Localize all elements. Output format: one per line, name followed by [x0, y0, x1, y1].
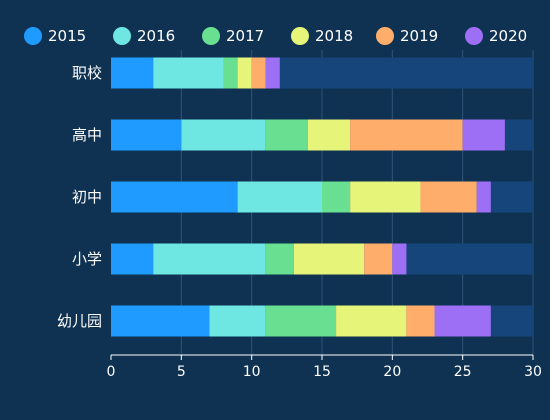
bar-segment-2017-3: [265, 243, 294, 275]
bar-segment-2016-2: [237, 181, 322, 213]
category-label: 职校: [72, 64, 102, 82]
bar-segment-2017-1: [265, 119, 308, 151]
bar-segment-2020-0: [265, 57, 280, 89]
bar-segment-2020-1: [462, 119, 505, 151]
bar-segment-2016-1: [181, 119, 266, 151]
bar-segment-2019-0: [251, 57, 266, 89]
legend-item-2020[interactable]: 2020: [465, 27, 527, 45]
legend-label: 2019: [400, 27, 438, 45]
legend-swatch: [202, 27, 220, 45]
bar-segment-2018-3: [293, 243, 365, 275]
bar-segment-2016-4: [209, 305, 266, 337]
bars: [111, 57, 505, 337]
legend-swatch: [24, 27, 42, 45]
legend-item-2017[interactable]: 2017: [202, 27, 264, 45]
bar-segment-2020-4: [434, 305, 491, 337]
bar-segment-2017-4: [265, 305, 337, 337]
bar-segment-2019-1: [350, 119, 463, 151]
x-tick-label: 25: [454, 364, 472, 380]
legend-swatch: [291, 27, 309, 45]
category-label: 高中: [72, 126, 102, 144]
bar-segment-2015-3: [111, 243, 154, 275]
x-tick-label: 10: [243, 364, 261, 380]
bar-segment-2019-4: [406, 305, 435, 337]
legend-item-2015[interactable]: 2015: [24, 27, 86, 45]
bar-segment-2016-0: [153, 57, 224, 89]
legend-swatch: [465, 27, 483, 45]
bar-segment-2020-2: [476, 181, 491, 213]
bar-segment-2018-2: [350, 181, 421, 213]
legend-item-2019[interactable]: 2019: [376, 27, 438, 45]
x-tick-label: 20: [383, 364, 401, 380]
x-tick-label: 0: [107, 364, 116, 380]
bar-segment-2018-1: [307, 119, 351, 151]
legend-label: 2016: [137, 27, 175, 45]
bar-segment-2017-2: [322, 181, 351, 213]
bar-segment-2015-4: [111, 305, 210, 337]
legend-label: 2018: [315, 27, 353, 45]
legend-swatch: [376, 27, 394, 45]
bar-segment-2015-2: [111, 181, 238, 213]
category-label: 小学: [72, 250, 102, 268]
bar-segment-2016-3: [153, 243, 266, 275]
legend[interactable]: 2015 2016 2017 2018 2019 2020: [24, 27, 527, 45]
legend-label: 2015: [48, 27, 86, 45]
legend-label: 2020: [489, 27, 527, 45]
x-tick-label: 5: [177, 364, 186, 380]
bar-segment-2020-3: [392, 243, 407, 275]
x-axis: 0 5 10 15 20 25 30: [107, 354, 542, 380]
bar-segment-2019-2: [420, 181, 477, 213]
x-tick-label: 15: [313, 364, 331, 380]
category-label: 幼儿园: [57, 312, 102, 330]
bar-segment-2015-0: [111, 57, 154, 89]
bar-segment-2019-3: [364, 243, 393, 275]
legend-label: 2017: [226, 27, 264, 45]
legend-item-2018[interactable]: 2018: [291, 27, 353, 45]
category-label: 初中: [72, 188, 102, 206]
bar-segment-2015-1: [111, 119, 182, 151]
bar-segment-2018-0: [237, 57, 252, 89]
legend-swatch: [113, 27, 131, 45]
bar-segment-2018-4: [336, 305, 407, 337]
x-tick-label: 30: [524, 364, 542, 380]
bar-segment-2017-0: [223, 57, 238, 89]
legend-item-2016[interactable]: 2016: [113, 27, 175, 45]
